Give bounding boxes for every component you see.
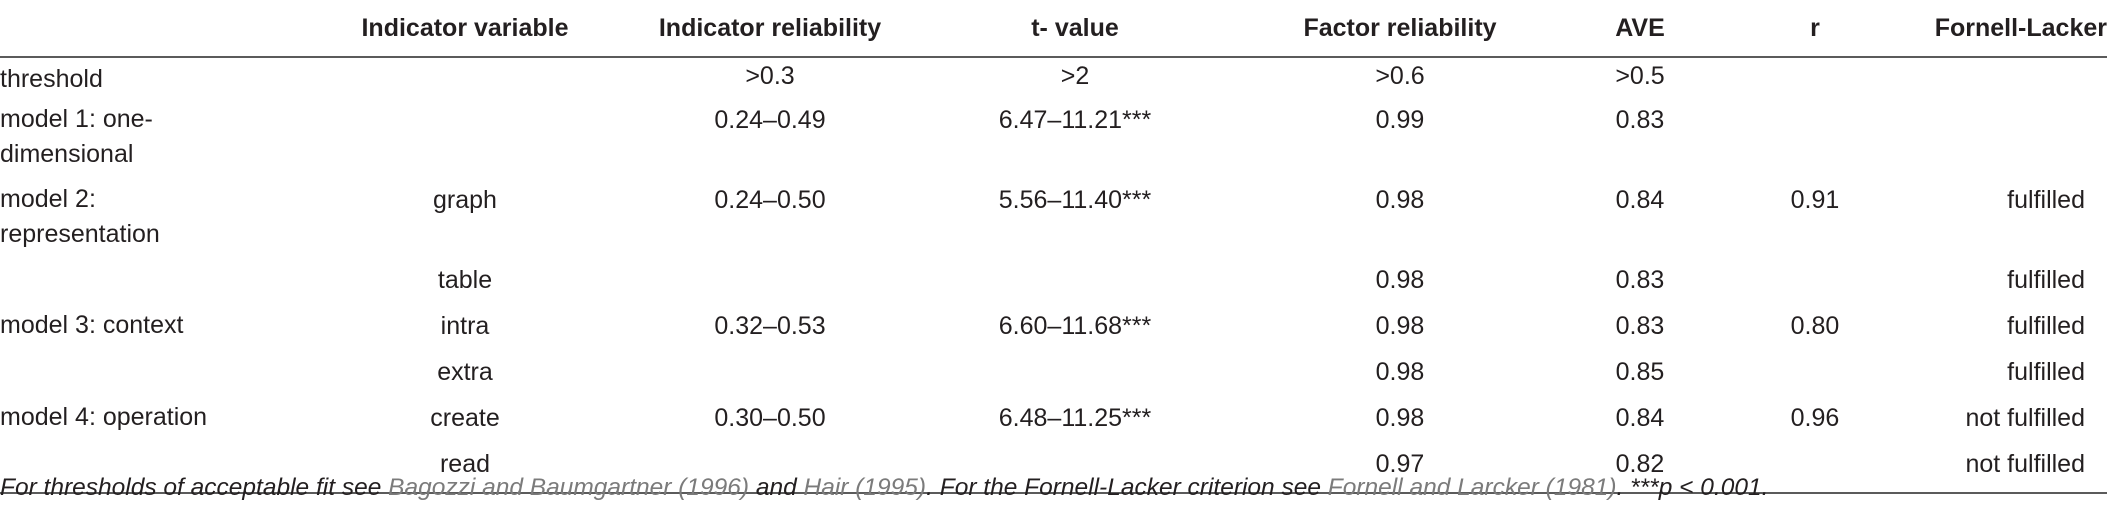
indicator-reliability-cell: 0.30–0.50: [714, 404, 826, 432]
fornell-lacker-cell: [1910, 102, 2107, 182]
reliability-table: Indicator variable Indicator reliability…: [0, 0, 2107, 494]
row-label: [0, 354, 300, 400]
fornell-lacker-cell: not fulfilled: [1910, 446, 2107, 494]
t-value-cell: 6.48–11.25***: [998, 404, 1152, 432]
factor-reliability-cell: 0.98: [1375, 312, 1425, 340]
row-label: model 4: operation: [0, 403, 208, 431]
t-value-cell: [910, 262, 1240, 308]
row-label: [0, 262, 300, 308]
r-cell: [1720, 354, 1910, 400]
indicator-reliability-cell: [630, 262, 910, 308]
r-cell: [1720, 102, 1910, 182]
indicator-reliability-cell: [630, 446, 910, 494]
fornell-lacker-cell: fulfilled: [2007, 266, 2085, 294]
table-row: threshold >0.3 >2 >0.6 >0.5: [0, 57, 2107, 102]
header-indicator-reliability: Indicator reliability: [630, 0, 910, 58]
header-factor-reliability: Factor reliability: [1240, 0, 1560, 58]
footnote-text: For thresholds of acceptable fit see: [0, 474, 389, 501]
row-label: threshold: [0, 65, 103, 93]
table-footnote: For thresholds of acceptable fit see Bag…: [0, 474, 1768, 502]
ave-cell: 0.84: [1615, 404, 1665, 432]
fornell-lacker-cell: fulfilled: [2007, 358, 2085, 386]
ave-cell: 0.83: [1615, 312, 1665, 340]
indicator-reliability-cell: 0.24–0.50: [714, 186, 826, 214]
r-cell: 0.80: [1790, 312, 1840, 340]
ave-cell: 0.82: [1560, 446, 1720, 494]
indicator-variable-cell: [300, 57, 630, 102]
factor-reliability-cell: 0.98: [1375, 266, 1425, 294]
indicator-variable-cell: extra: [437, 358, 493, 386]
factor-reliability-cell: 0.98: [1375, 358, 1425, 386]
ave-cell: 0.84: [1615, 186, 1665, 214]
fornell-lacker-cell: fulfilled: [2007, 186, 2085, 214]
table-row: extra 0.98 0.85 fulfilled: [0, 354, 2107, 400]
results-table-container: Indicator variable Indicator reliability…: [0, 0, 2107, 494]
r-cell: [1720, 262, 1910, 308]
fornell-lacker-cell: [1910, 57, 2107, 102]
indicator-reliability-cell: >0.3: [745, 62, 795, 90]
header-r: r: [1720, 0, 1910, 58]
indicator-reliability-cell: 0.24–0.49: [714, 106, 826, 134]
reference-link-hair[interactable]: Hair (1995): [803, 474, 927, 501]
indicator-reliability-cell: [630, 354, 910, 400]
factor-reliability-cell: 0.98: [1375, 404, 1425, 432]
t-value-cell: 6.60–11.68***: [998, 312, 1152, 340]
t-value-cell: [910, 354, 1240, 400]
factor-reliability-cell: 0.99: [1375, 106, 1425, 134]
indicator-variable-cell: [300, 102, 630, 182]
reference-link-bagozzi[interactable]: Bagozzi and Baumgartner (1996): [388, 474, 750, 501]
t-value-cell: [910, 446, 1240, 494]
indicator-reliability-cell: 0.32–0.53: [714, 312, 826, 340]
indicator-variable-cell: read: [300, 446, 630, 494]
ave-cell: 0.85: [1615, 358, 1665, 386]
t-value-cell: 5.56–11.40***: [998, 186, 1152, 214]
factor-reliability-cell: 0.98: [1375, 186, 1425, 214]
r-cell: [1720, 446, 1910, 494]
r-cell: [1720, 57, 1910, 102]
factor-reliability-cell: >0.6: [1375, 62, 1425, 90]
header-t-value: t- value: [910, 0, 1240, 58]
header-model: [0, 0, 300, 58]
ave-cell: 0.83: [1615, 106, 1665, 134]
table-row: model 2: representation graph 0.24–0.50 …: [0, 182, 2107, 262]
row-label: [0, 446, 300, 494]
indicator-variable-cell: graph: [433, 186, 497, 214]
factor-reliability-cell: 0.97: [1240, 446, 1560, 494]
row-label: model 1: one-dimensional: [0, 105, 153, 168]
fornell-lacker-cell: fulfilled: [2007, 312, 2085, 340]
footnote-text: . For the Fornell-Lacker criterion see: [926, 474, 1328, 501]
table-row: model 4: operation create 0.30–0.50 6.48…: [0, 400, 2107, 446]
table-row: table 0.98 0.83 fulfilled: [0, 262, 2107, 308]
footnote-significance: . ***p < 0.001.: [1616, 474, 1769, 501]
footnote-text: and: [749, 474, 804, 501]
indicator-variable-cell: intra: [440, 312, 490, 340]
table-row: read 0.97 0.82 not fulfilled: [0, 446, 2107, 494]
r-cell: 0.91: [1790, 186, 1840, 214]
table-row: model 1: one-dimensional 0.24–0.49 6.47–…: [0, 102, 2107, 182]
header-fornell-lacker: Fornell-Lacker: [1910, 0, 2107, 58]
header-indicator-variable: Indicator variable: [300, 0, 630, 58]
header-row: Indicator variable Indicator reliability…: [0, 0, 2107, 58]
row-label: model 3: context: [0, 311, 184, 339]
fornell-lacker-cell: not fulfilled: [1965, 404, 2085, 432]
t-value-cell: >2: [1060, 62, 1090, 90]
r-cell: 0.96: [1790, 404, 1840, 432]
reference-link-fornell-larcker[interactable]: Fornell and Larcker (1981): [1327, 474, 1617, 501]
indicator-variable-cell: create: [430, 404, 500, 432]
header-ave: AVE: [1560, 0, 1720, 58]
ave-cell: >0.5: [1615, 62, 1665, 90]
row-label: model 2: representation: [0, 185, 160, 248]
t-value-cell: 6.47–11.21***: [998, 106, 1152, 134]
table-row: model 3: context intra 0.32–0.53 6.60–11…: [0, 308, 2107, 354]
ave-cell: 0.83: [1615, 266, 1665, 294]
indicator-variable-cell: table: [437, 266, 493, 294]
